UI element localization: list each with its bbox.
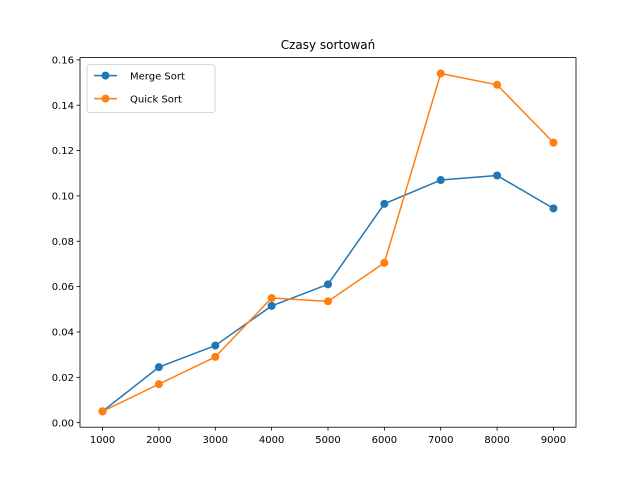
merge-sort-point [493, 171, 502, 180]
quick-sort-point [267, 293, 276, 302]
merge-sort-point [154, 363, 163, 372]
x-tick-label: 1000 [90, 435, 115, 446]
y-tick-label: 0.02 [52, 373, 74, 384]
axes-frame [79, 57, 577, 428]
x-tick-label: 8000 [484, 435, 509, 446]
legend-label-quick-sort: Quick Sort [130, 94, 182, 105]
merge-sort-point [436, 176, 445, 185]
y-tick-label: 0.12 [52, 146, 74, 157]
merge-sort-line [102, 174, 554, 412]
y-axis: 0.00 0.02 0.04 0.06 0.08 0.10 0.12 0.14 0.16 [52, 55, 80, 429]
x-tick-label: 9000 [541, 435, 566, 446]
y-tick-label: 0.00 [52, 418, 74, 429]
legend: Merge Sort Quick Sort [86, 64, 216, 113]
y-tick-label: 0.14 [52, 101, 74, 112]
quick-sort-point [98, 407, 107, 416]
y-tick-label: 0.04 [52, 328, 74, 339]
x-tick-label: 5000 [315, 435, 340, 446]
series-layer [98, 69, 558, 416]
merge-sort-point [324, 280, 332, 289]
merge-sort-point [380, 199, 389, 208]
y-tick-label: 0.16 [52, 55, 74, 66]
x-tick-label: 7000 [428, 435, 453, 446]
quick-sort-point [493, 80, 502, 89]
legend-label-merge-sort: Merge Sort [130, 71, 185, 82]
x-tick-label: 2000 [146, 435, 171, 446]
y-tick-label: 0.06 [52, 282, 74, 293]
legend-box [86, 64, 216, 113]
y-tick-label: 0.10 [52, 192, 74, 203]
x-tick-label: 3000 [203, 435, 228, 446]
quick-sort-point [380, 258, 389, 267]
quick-sort-line [102, 72, 554, 413]
quick-sort-point [211, 352, 220, 361]
quick-sort-point [154, 380, 163, 389]
merge-sort-point [267, 301, 276, 310]
quick-sort-point [436, 69, 445, 78]
quick-sort-point [549, 138, 558, 147]
y-tick-label: 0.08 [52, 237, 74, 248]
x-tick-label: 4000 [259, 435, 284, 446]
x-tick-label: 6000 [372, 435, 397, 446]
merge-sort-point [549, 204, 558, 213]
legend-marker-merge-sort [101, 71, 110, 80]
merge-sort-point [211, 341, 220, 350]
quick-sort-point [324, 297, 332, 306]
chart-title: Czasy sortowań [281, 38, 376, 52]
legend-marker-quick-sort [101, 94, 110, 103]
x-axis: 1000 2000 3000 4000 5000 6000 7000 8000 9000 [90, 427, 566, 446]
